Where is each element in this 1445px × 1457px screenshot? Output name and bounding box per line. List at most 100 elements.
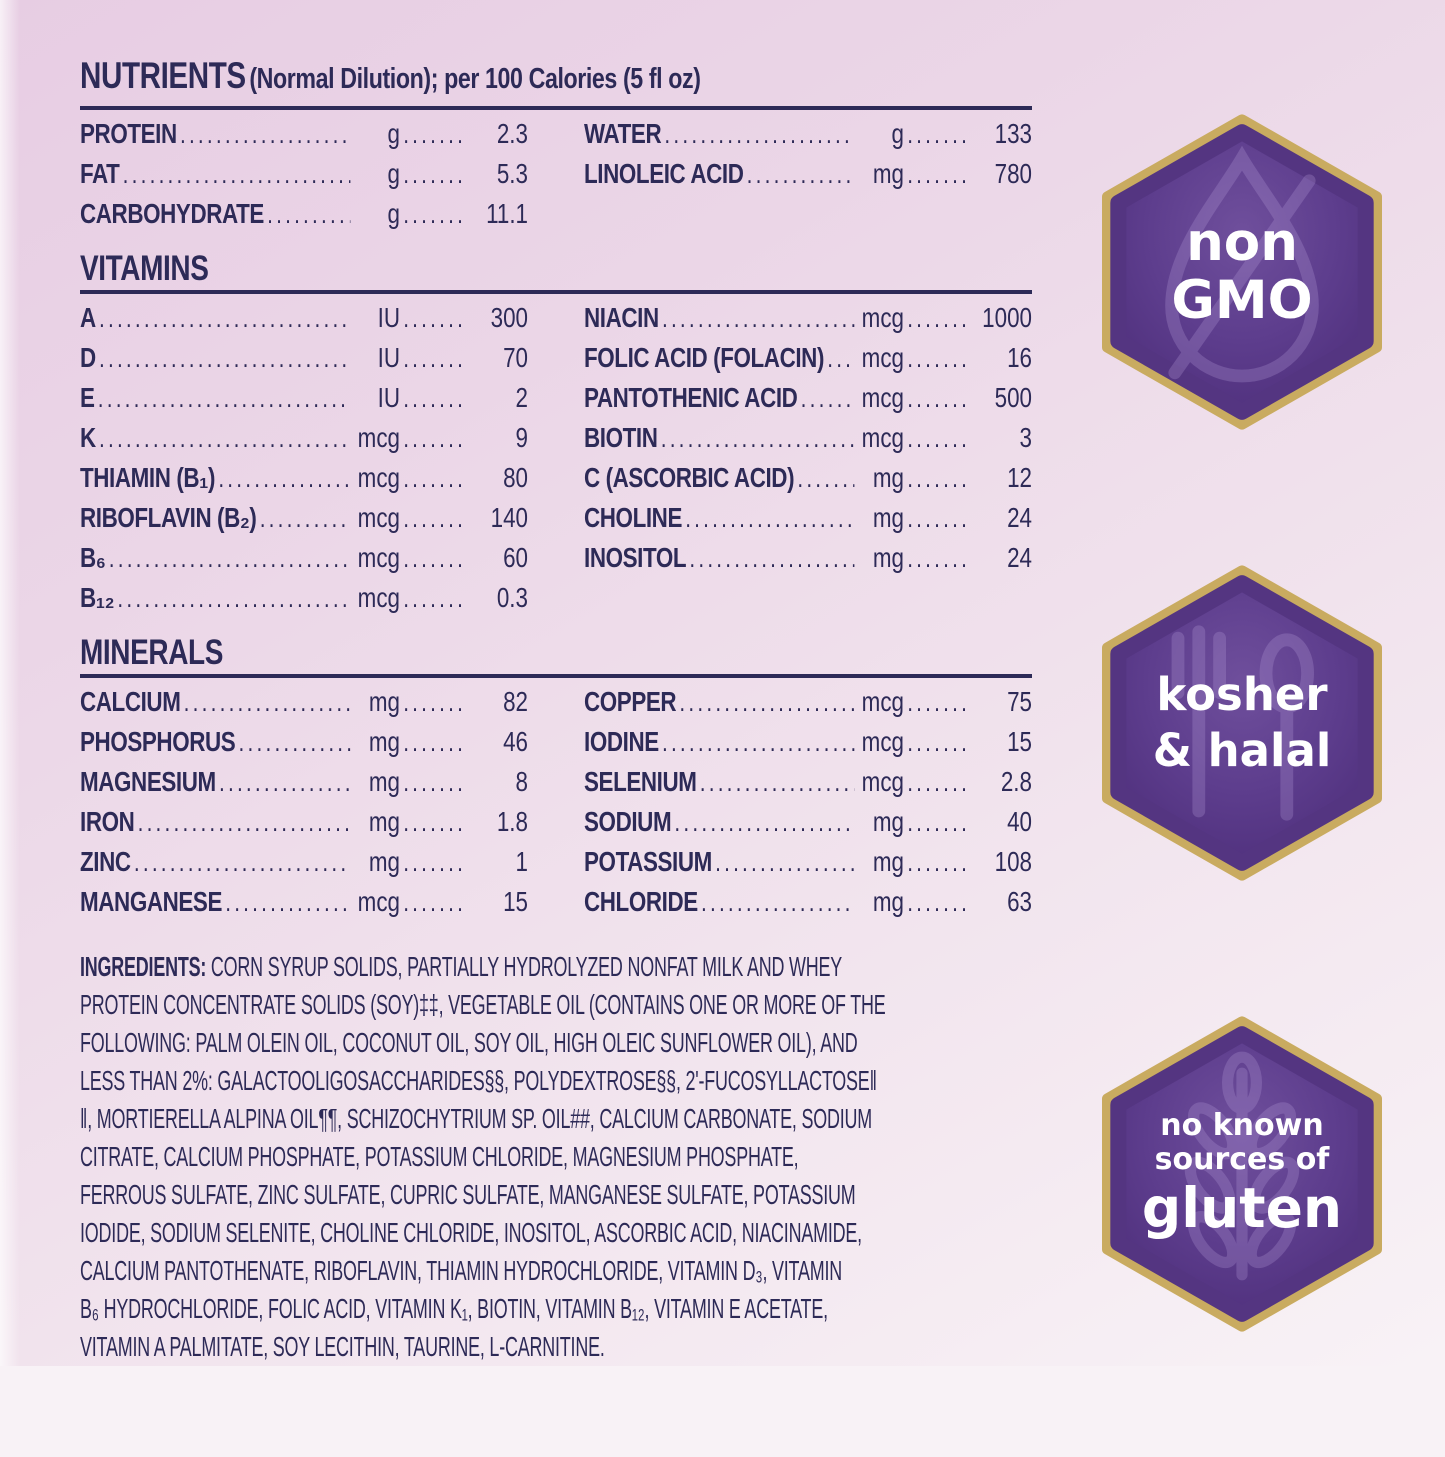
table-row: B₆ mcg 60 xyxy=(80,538,528,578)
nutrients-table: PROTEIN g 2.3 FAT g 5.3 CARBOHYDRATE g 11.1 WA… xyxy=(80,114,1032,234)
vitamin-value: 140 xyxy=(490,502,528,533)
mineral-label: CHLORIDE xyxy=(584,886,698,917)
vitamin-label: K xyxy=(80,422,96,453)
table-row: LINOLEIC ACID mg 780 xyxy=(584,154,1032,194)
dot-leader xyxy=(403,578,467,618)
badge-column: non GMO kosher xyxy=(1082,104,1402,1457)
nutrient-value: 133 xyxy=(994,118,1032,149)
mineral-value: 40 xyxy=(1007,806,1032,837)
section-divider xyxy=(80,290,1032,294)
dot-leader xyxy=(403,882,467,922)
dot-leader xyxy=(403,154,467,194)
minerals-right-column: COPPER mcg 75 IODINE mcg 15 SELENIUM mcg 2.8 S… xyxy=(584,682,1032,922)
dot-leader xyxy=(403,538,467,578)
dot-leader xyxy=(907,498,971,538)
dot-leader xyxy=(679,682,854,722)
mineral-unit: mg xyxy=(368,766,400,797)
dot-leader xyxy=(664,114,854,154)
mineral-label: ZINC xyxy=(80,846,131,877)
vitamin-label: B₁₂ xyxy=(80,582,115,613)
mineral-unit: mg xyxy=(368,806,400,837)
nutrient-label: PROTEIN xyxy=(80,118,177,149)
nutrients-right-column: WATER g 133 LINOLEIC ACID mg 780 xyxy=(584,114,1032,234)
vitamin-label: C (ASCORBIC ACID) xyxy=(584,462,795,493)
dot-leader xyxy=(403,842,467,882)
dot-leader xyxy=(403,498,467,538)
ingredients-text: CORN SYRUP SOLIDS, PARTIALLY HYDROLYZED … xyxy=(80,951,886,1362)
vitamin-unit: IU xyxy=(377,302,400,333)
table-row: IRON mg 1.8 xyxy=(80,802,528,842)
hexagon-badge-shape xyxy=(1102,1016,1382,1332)
badge-text: kosher & halal xyxy=(1082,555,1402,891)
dot-leader xyxy=(403,298,467,338)
mineral-label: COPPER xyxy=(584,686,677,717)
table-row: PHOSPHORUS mg 46 xyxy=(80,722,528,762)
dot-leader xyxy=(403,458,467,498)
vitamin-unit: mg xyxy=(872,462,904,493)
badge-line: sources of xyxy=(1154,1142,1330,1177)
dot-leader xyxy=(98,378,351,418)
table-row: ZINC mg 1 xyxy=(80,842,528,882)
nutrients-subtitle: (Normal Dilution); per 100 Calories (5 f… xyxy=(249,63,701,95)
vitamin-label: E xyxy=(80,382,95,413)
dot-leader xyxy=(267,194,350,234)
nutrient-unit: g xyxy=(387,118,400,149)
dot-leader xyxy=(109,538,351,578)
mineral-label: PHOSPHORUS xyxy=(80,726,236,757)
dot-leader xyxy=(99,338,350,378)
mineral-value: 1 xyxy=(515,846,528,877)
dot-leader xyxy=(123,154,351,194)
mineral-unit: mg xyxy=(368,726,400,757)
dot-leader xyxy=(907,298,971,338)
vitamin-value: 12 xyxy=(1007,462,1032,493)
table-row: CHOLINE mg 24 xyxy=(584,498,1032,538)
nutrient-label: CARBOHYDRATE xyxy=(80,198,264,229)
vitamin-value: 24 xyxy=(1007,502,1032,533)
badge-line: kosher xyxy=(1156,668,1328,721)
dot-leader xyxy=(403,338,467,378)
table-row: COPPER mcg 75 xyxy=(584,682,1032,722)
table-row: MANGANESE mcg 15 xyxy=(80,882,528,922)
wheat-icon xyxy=(1184,1051,1300,1281)
badge-text: no known sources of gluten xyxy=(1082,1006,1402,1342)
nutrient-unit: g xyxy=(891,118,904,149)
dot-leader xyxy=(134,842,351,882)
vitamin-unit: IU xyxy=(377,382,400,413)
nutrition-label: NUTRIENTS (Normal Dilution); per 100 Cal… xyxy=(0,0,1445,1366)
vitamin-unit: mcg xyxy=(357,422,400,453)
table-row: WATER g 133 xyxy=(584,114,1032,154)
dot-leader xyxy=(225,882,350,922)
dot-leader xyxy=(907,418,971,458)
dot-leader xyxy=(138,802,351,842)
ingredients-paragraph: INGREDIENTS: CORN SYRUP SOLIDS, PARTIALL… xyxy=(80,948,1032,1366)
dot-leader xyxy=(907,154,971,194)
ingredients-label: INGREDIENTS: xyxy=(80,951,207,982)
mineral-value: 15 xyxy=(1007,726,1032,757)
nutrient-label: WATER xyxy=(584,118,662,149)
vitamin-value: 70 xyxy=(503,342,528,373)
badge-line: GMO xyxy=(1171,270,1313,331)
badge-line: gluten xyxy=(1141,1176,1343,1240)
mineral-label: SODIUM xyxy=(584,806,672,837)
table-row: NIACIN mcg 1000 xyxy=(584,298,1032,338)
dot-leader xyxy=(907,538,971,578)
mineral-unit: mg xyxy=(368,686,400,717)
nutrient-label: FAT xyxy=(80,158,120,189)
mineral-unit: mg xyxy=(872,806,904,837)
vitamin-unit: mcg xyxy=(357,582,400,613)
label-content: NUTRIENTS (Normal Dilution); per 100 Cal… xyxy=(80,54,1032,1366)
vitamin-unit: mcg xyxy=(357,502,400,533)
dot-leader xyxy=(907,722,971,762)
hexagon-badge-shape xyxy=(1102,114,1382,430)
dot-leader xyxy=(260,498,351,538)
dot-leader xyxy=(218,458,350,498)
vitamin-value: 80 xyxy=(503,462,528,493)
vitamin-unit: mcg xyxy=(861,422,904,453)
mineral-value: 75 xyxy=(1007,686,1032,717)
vitamin-value: 300 xyxy=(490,302,528,333)
vitamin-label: D xyxy=(80,342,96,373)
vitamin-value: 0.3 xyxy=(496,582,528,613)
nutrients-title: NUTRIENTS xyxy=(80,55,246,96)
mineral-label: SELENIUM xyxy=(584,766,697,797)
table-row: D IU 70 xyxy=(80,338,528,378)
